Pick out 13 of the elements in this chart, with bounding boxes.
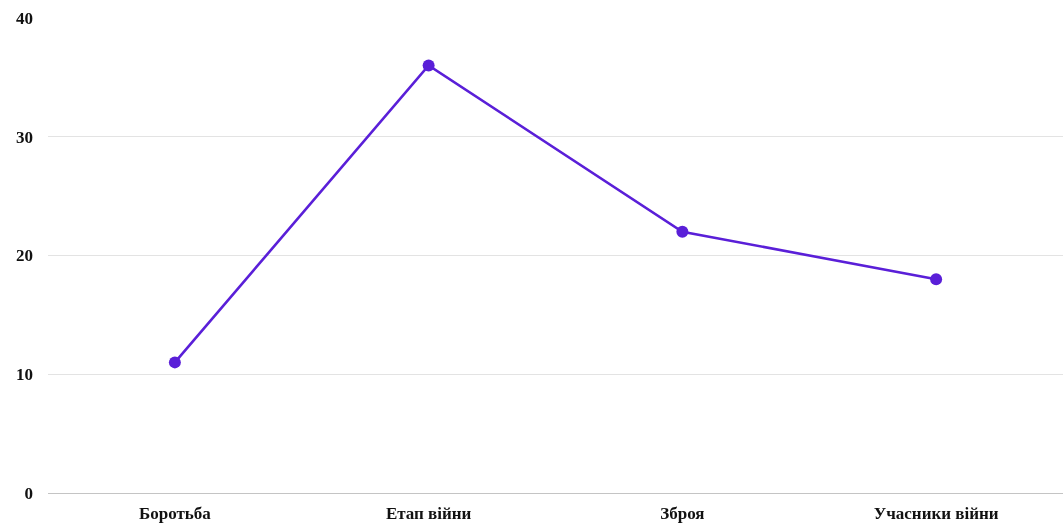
y-tick-label: 10 [16, 365, 33, 385]
x-tick-label: Учасники війни [873, 503, 999, 523]
y-tick-label: 0 [24, 483, 33, 503]
y-tick-label: 40 [16, 8, 33, 28]
point [422, 59, 435, 72]
y-tick-label: 20 [16, 246, 33, 266]
point [676, 225, 689, 238]
y-tick-label: 30 [16, 127, 33, 147]
point [168, 356, 181, 369]
x-tick-label: Етап війни [385, 503, 472, 523]
x-tick-label: Зброя [660, 503, 705, 523]
point [930, 273, 943, 286]
x-tick-label: Боротьба [138, 503, 212, 523]
